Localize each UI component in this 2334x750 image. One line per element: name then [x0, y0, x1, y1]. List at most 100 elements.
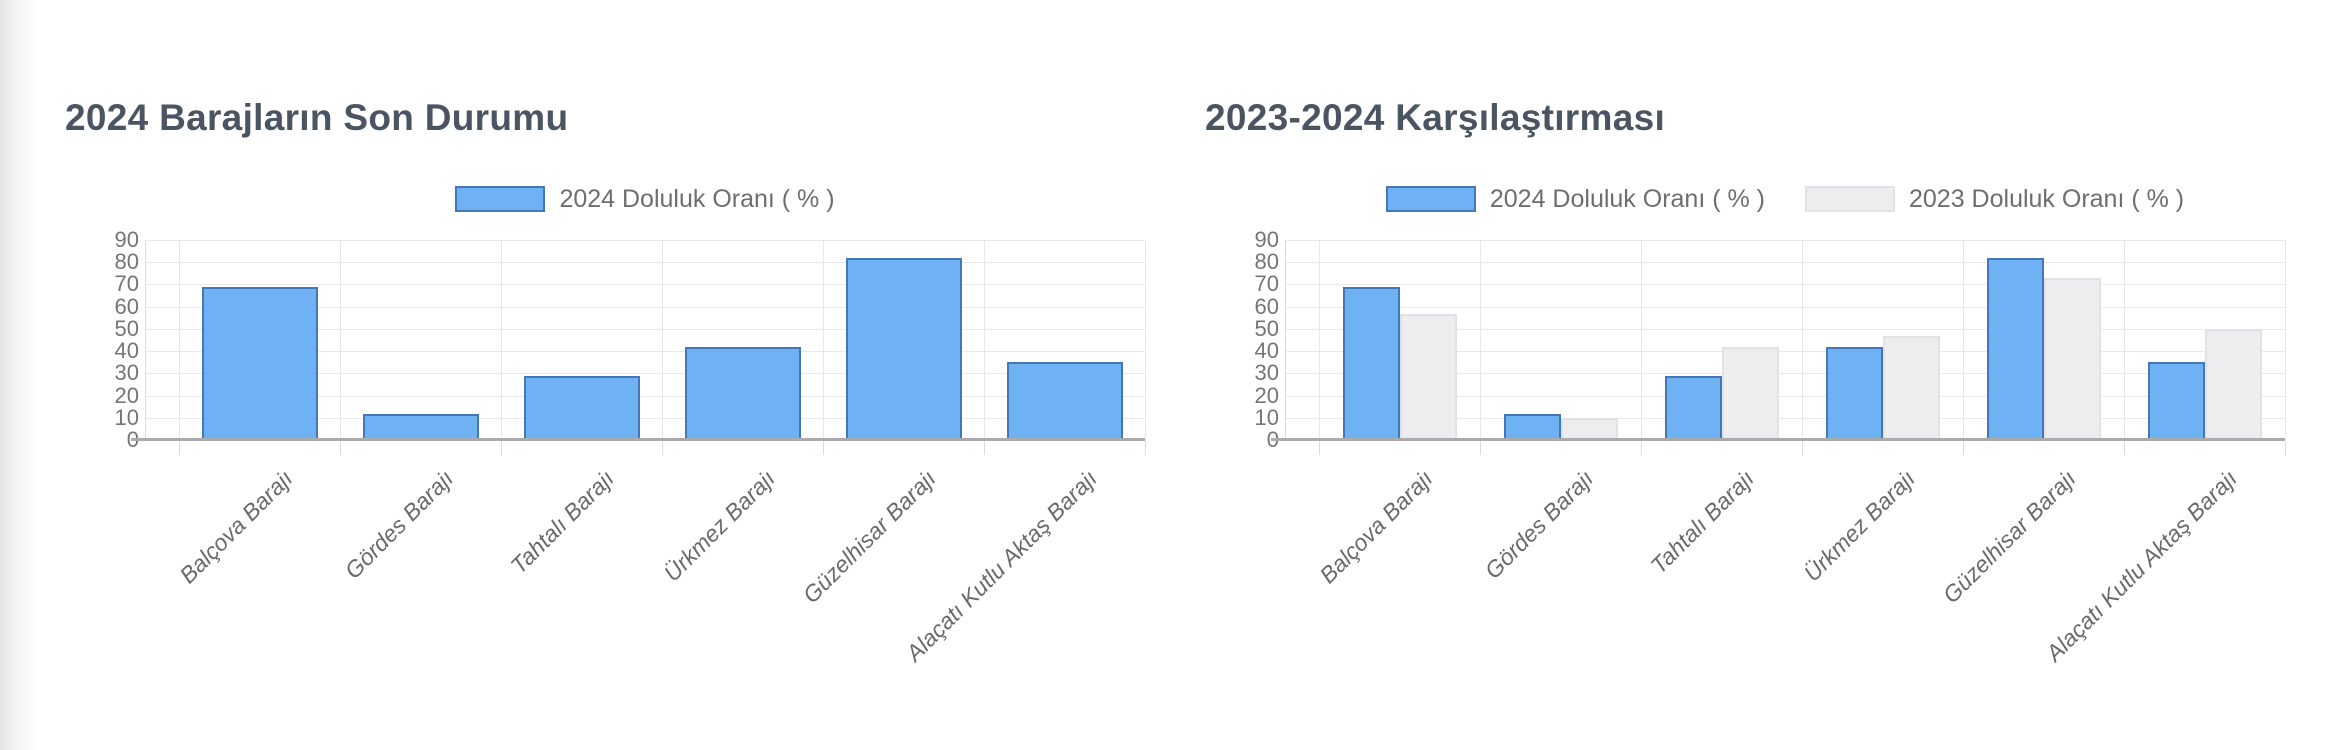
- gridline-horizontal: [145, 240, 1145, 241]
- bar[interactable]: [1882, 336, 1940, 438]
- x-axis-label: Gördes Barajı: [339, 465, 459, 584]
- bar[interactable]: [845, 258, 962, 438]
- legend-swatch: [455, 186, 546, 212]
- y-tick-label: 40: [1254, 338, 1279, 364]
- y-tick-label: 20: [1254, 382, 1279, 408]
- x-axis-label: Balçova Barajı: [1313, 465, 1438, 589]
- x-axis-label: Alaçatı Kutlu Aktaş Barajı: [2040, 465, 2243, 667]
- chart-title: 2023-2024 Karşılaştırması: [1205, 97, 1666, 138]
- bar[interactable]: [2204, 329, 2262, 438]
- y-tick-label: 30: [114, 360, 139, 386]
- bar[interactable]: [523, 376, 640, 438]
- chart-legend: 2024 Doluluk Oranı ( % ) 2023 Doluluk Ora…: [1285, 183, 2285, 215]
- y-tick-label: 10: [114, 404, 139, 430]
- x-axis-tick: [1145, 441, 1146, 455]
- gridline-horizontal: [1285, 262, 2285, 264]
- gridline-horizontal: [1285, 417, 2285, 419]
- x-axis-tick: [1963, 441, 1964, 455]
- x-axis-label: Tahtalı Barajı: [1645, 465, 1760, 579]
- x-axis-tick: [1641, 441, 1642, 455]
- bar[interactable]: [1399, 314, 1457, 438]
- gridline-horizontal: [145, 328, 1145, 330]
- gridline-vertical: [1641, 240, 1642, 440]
- y-tick-label: 30: [1254, 360, 1279, 386]
- y-axis-labels: 9080706050403020100: [65, 229, 139, 451]
- legend-swatch: [1385, 186, 1476, 212]
- gridline-horizontal: [1285, 306, 2285, 308]
- x-axis-label: Tahtalı Barajı: [505, 465, 620, 579]
- y-tick-label: 40: [114, 338, 139, 364]
- y-tick-label: 80: [114, 249, 139, 275]
- chart-title: 2024 Barajların Son Durumu: [65, 97, 569, 138]
- x-axis-label: Balçova Barajı: [173, 465, 298, 589]
- legend-item: 2024 Doluluk Oranı ( % ): [455, 184, 835, 214]
- gridline-horizontal: [145, 417, 1145, 419]
- bar[interactable]: [362, 414, 479, 438]
- gridline-vertical: [179, 240, 180, 440]
- chart-card-2024-status: 2024 Barajların Son Durumu 2024 Doluluk …: [65, 95, 1155, 750]
- x-axis-tick: [340, 441, 341, 455]
- x-axis-labels: Balçova Barajı Gördes Barajı Tahtalı Baraj…: [1285, 455, 2285, 750]
- gridline-vertical: [1963, 240, 1964, 440]
- legend-series-label: 2024 Doluluk Oranı ( % ): [1489, 184, 1765, 213]
- y-tick-label: 60: [114, 293, 139, 319]
- y-tick-label: 20: [114, 382, 139, 408]
- x-axis-labels: Balçova Barajı Gördes Barajı Tahtalı Baraj…: [145, 455, 1145, 750]
- legend-series-label: 2024 Doluluk Oranı ( % ): [559, 184, 835, 213]
- bar[interactable]: [201, 287, 318, 438]
- gridline-horizontal: [1285, 284, 2285, 286]
- gridline-vertical: [823, 240, 824, 440]
- gridline-vertical: [1145, 240, 1146, 440]
- bar[interactable]: [1986, 258, 2044, 438]
- x-axis-tick: [662, 441, 663, 455]
- y-tick-label: 80: [1254, 249, 1279, 275]
- x-axis-label: Gördes Barajı: [1479, 465, 1599, 584]
- y-axis-line: [1285, 240, 1286, 440]
- y-axis-labels: 9080706050403020100: [1205, 229, 1279, 451]
- gridline-vertical: [984, 240, 985, 440]
- gridline-horizontal: [145, 351, 1145, 353]
- chart-card-2023-2024-comparison: 2023-2024 Karşılaştırması 2024 Doluluk O…: [1205, 95, 2295, 750]
- x-axis-tick: [1802, 441, 1803, 455]
- x-axis-label: Güzelhisar Barajı: [1938, 465, 2082, 609]
- bar[interactable]: [1721, 347, 1779, 438]
- y-tick-label: 90: [1254, 227, 1279, 252]
- y-tick-label: 60: [1254, 293, 1279, 319]
- x-axis-tick: [823, 441, 824, 455]
- bar[interactable]: [2043, 278, 2101, 438]
- page-edge-shade: [0, 0, 40, 750]
- legend-item: 2023 Doluluk Oranı ( % ): [1805, 185, 2184, 214]
- plot-area: [1271, 240, 2286, 455]
- y-tick-label: 50: [114, 315, 139, 341]
- bar[interactable]: [1006, 362, 1123, 438]
- legend-swatch: [1805, 186, 1895, 212]
- gridline-horizontal: [1285, 240, 2285, 241]
- gridline-horizontal: [145, 306, 1145, 308]
- bar[interactable]: [1503, 414, 1561, 438]
- y-axis-line: [145, 240, 146, 440]
- bar[interactable]: [1664, 376, 1722, 438]
- y-tick-label: 70: [114, 271, 139, 297]
- x-axis-tick: [501, 441, 502, 455]
- x-axis-tick: [2124, 441, 2125, 455]
- gridline-horizontal: [145, 284, 1145, 286]
- x-axis-tick: [984, 441, 985, 455]
- x-axis-baseline: [1271, 438, 2285, 441]
- y-tick-label: 0: [1205, 429, 1279, 451]
- x-axis-baseline: [131, 438, 1145, 441]
- plot-area: [131, 240, 1146, 455]
- gridline-horizontal: [145, 373, 1145, 375]
- x-axis-label: Ürkmez Barajı: [1798, 465, 1921, 587]
- legend-series-label: 2023 Doluluk Oranı ( % ): [1909, 184, 2185, 213]
- bar[interactable]: [2147, 362, 2205, 438]
- gridline-horizontal: [145, 262, 1145, 264]
- bar[interactable]: [684, 347, 801, 438]
- gridline-vertical: [501, 240, 502, 440]
- gridline-horizontal: [1285, 351, 2285, 353]
- y-tick-label: 10: [1254, 404, 1279, 430]
- x-axis-tick: [179, 441, 180, 455]
- bar[interactable]: [1342, 287, 1400, 438]
- bar[interactable]: [1560, 418, 1618, 438]
- gridline-horizontal: [1285, 328, 2285, 330]
- bar[interactable]: [1825, 347, 1883, 438]
